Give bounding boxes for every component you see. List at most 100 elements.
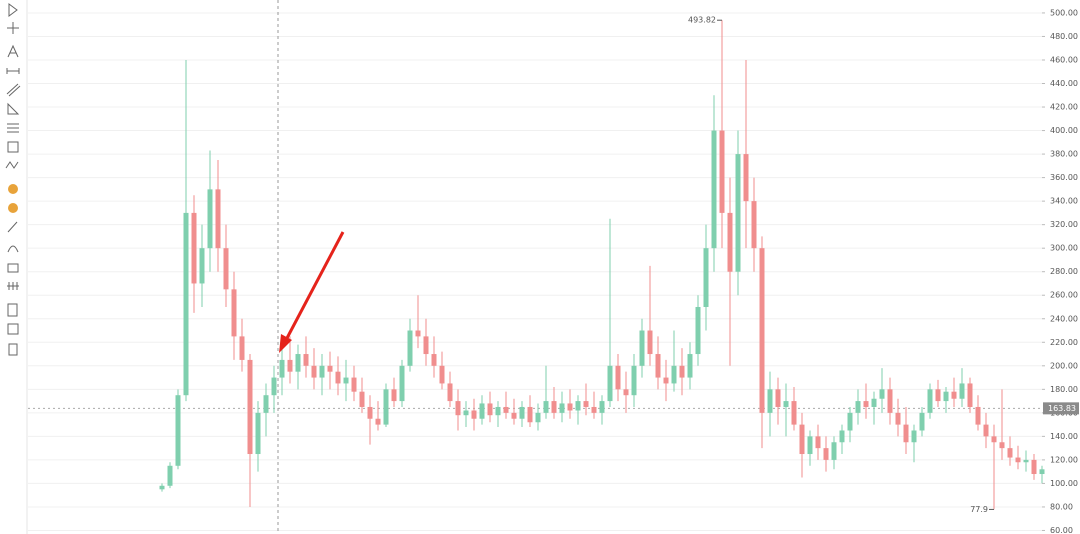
- candle-body: [711, 130, 717, 249]
- trend-tool[interactable]: [6, 83, 21, 97]
- text-tool[interactable]: [7, 44, 19, 58]
- candle-body: [663, 377, 669, 384]
- pen-tool[interactable]: [7, 245, 19, 253]
- candle-body: [791, 401, 797, 425]
- candle-body: [399, 365, 405, 402]
- candle-body: [351, 377, 357, 392]
- candle-body: [631, 365, 637, 396]
- candle-body: [335, 371, 341, 384]
- cursor-tool[interactable]: [8, 3, 18, 17]
- y-tick-label: 420.00: [1050, 103, 1078, 112]
- candle-body: [639, 330, 645, 366]
- candle-body: [167, 465, 173, 486]
- candle-body: [551, 401, 557, 413]
- candle-body: [175, 395, 181, 466]
- candle-body: [607, 365, 613, 402]
- candle-body: [367, 406, 373, 419]
- candle-body: [855, 401, 861, 413]
- candle-body: [247, 359, 253, 455]
- candle-body: [239, 336, 245, 360]
- candle-body: [447, 383, 453, 402]
- lock-tool[interactable]: [7, 263, 19, 273]
- layers-tool[interactable]: [7, 303, 18, 317]
- y-tick-label: 340.00: [1050, 197, 1078, 206]
- candle-body: [679, 365, 685, 378]
- brush-tool-2[interactable]: [8, 203, 18, 213]
- y-tick-label: 120.00: [1050, 455, 1078, 464]
- pattern-tool[interactable]: [5, 161, 19, 169]
- candle-body: [727, 212, 733, 272]
- y-tick-label: 500.00: [1050, 8, 1078, 17]
- candle-body: [959, 383, 965, 399]
- candle-body: [191, 212, 197, 284]
- triangle-tool[interactable]: [7, 102, 20, 115]
- candle-body: [975, 406, 981, 425]
- candle-body: [911, 430, 917, 443]
- candle-body: [559, 403, 565, 413]
- candle-body: [991, 436, 997, 443]
- candle-body: [327, 365, 333, 372]
- crosshair-tool[interactable]: [7, 22, 19, 34]
- candle-body: [1023, 459, 1029, 463]
- candle-body: [999, 442, 1005, 449]
- candle-body: [623, 389, 629, 396]
- candle-body: [799, 424, 805, 455]
- candle-body: [375, 418, 381, 425]
- candle-body: [903, 424, 909, 443]
- candle-body: [527, 406, 533, 423]
- y-tick-label: 400.00: [1050, 126, 1078, 135]
- candle-body: [927, 389, 933, 413]
- candle-body: [271, 377, 277, 396]
- fib-tool[interactable]: [7, 123, 19, 133]
- candle-body: [647, 330, 653, 355]
- candle-body: [487, 403, 493, 416]
- candle-body: [519, 406, 525, 419]
- candle-body: [1015, 457, 1021, 463]
- candle-body: [687, 354, 693, 378]
- candle-body: [383, 389, 389, 425]
- y-tick-label: 260.00: [1050, 291, 1078, 300]
- candle-body: [783, 401, 789, 407]
- candle-body: [319, 365, 325, 378]
- candles: [159, 20, 1045, 510]
- candle-body: [415, 330, 421, 337]
- candle-body: [751, 201, 757, 249]
- objects-tool[interactable]: [7, 323, 19, 335]
- y-tick-label: 480.00: [1050, 32, 1078, 41]
- candle-body: [1039, 469, 1045, 475]
- candle-body: [951, 391, 957, 399]
- candle-body: [775, 389, 781, 407]
- candle-body: [735, 154, 741, 272]
- candle-body: [767, 389, 773, 413]
- visibility-tool[interactable]: [7, 282, 19, 290]
- candle-body: [703, 248, 709, 307]
- candle-body: [567, 403, 573, 411]
- grid: [28, 12, 1042, 531]
- candle-body: [263, 395, 269, 413]
- candle-body: [231, 289, 237, 337]
- candle-body: [207, 189, 213, 249]
- y-tick-label: 100.00: [1050, 479, 1078, 488]
- y-tick-label: 300.00: [1050, 244, 1078, 253]
- arrow-head: [279, 334, 292, 353]
- y-tick-label: 80.00: [1050, 502, 1073, 511]
- candle-body: [311, 365, 317, 378]
- candle-body: [759, 248, 765, 413]
- grid-tool[interactable]: [7, 141, 19, 153]
- measure-tool[interactable]: [6, 68, 20, 74]
- y-tick-label: 140.00: [1050, 432, 1078, 441]
- candle-body: [223, 248, 229, 290]
- candle-body: [591, 406, 597, 413]
- delete-tool[interactable]: [8, 343, 18, 356]
- candle-body: [1007, 448, 1013, 458]
- ruler-tool[interactable]: [7, 221, 18, 233]
- y-tick-label: 440.00: [1050, 79, 1078, 88]
- candle-body: [183, 212, 189, 396]
- candle-body: [303, 354, 309, 366]
- candle-body: [599, 401, 605, 413]
- candle-body: [743, 154, 749, 202]
- y-tick-label: 200.00: [1050, 361, 1078, 370]
- brush-tool[interactable]: [8, 184, 18, 194]
- candle-body: [479, 403, 485, 419]
